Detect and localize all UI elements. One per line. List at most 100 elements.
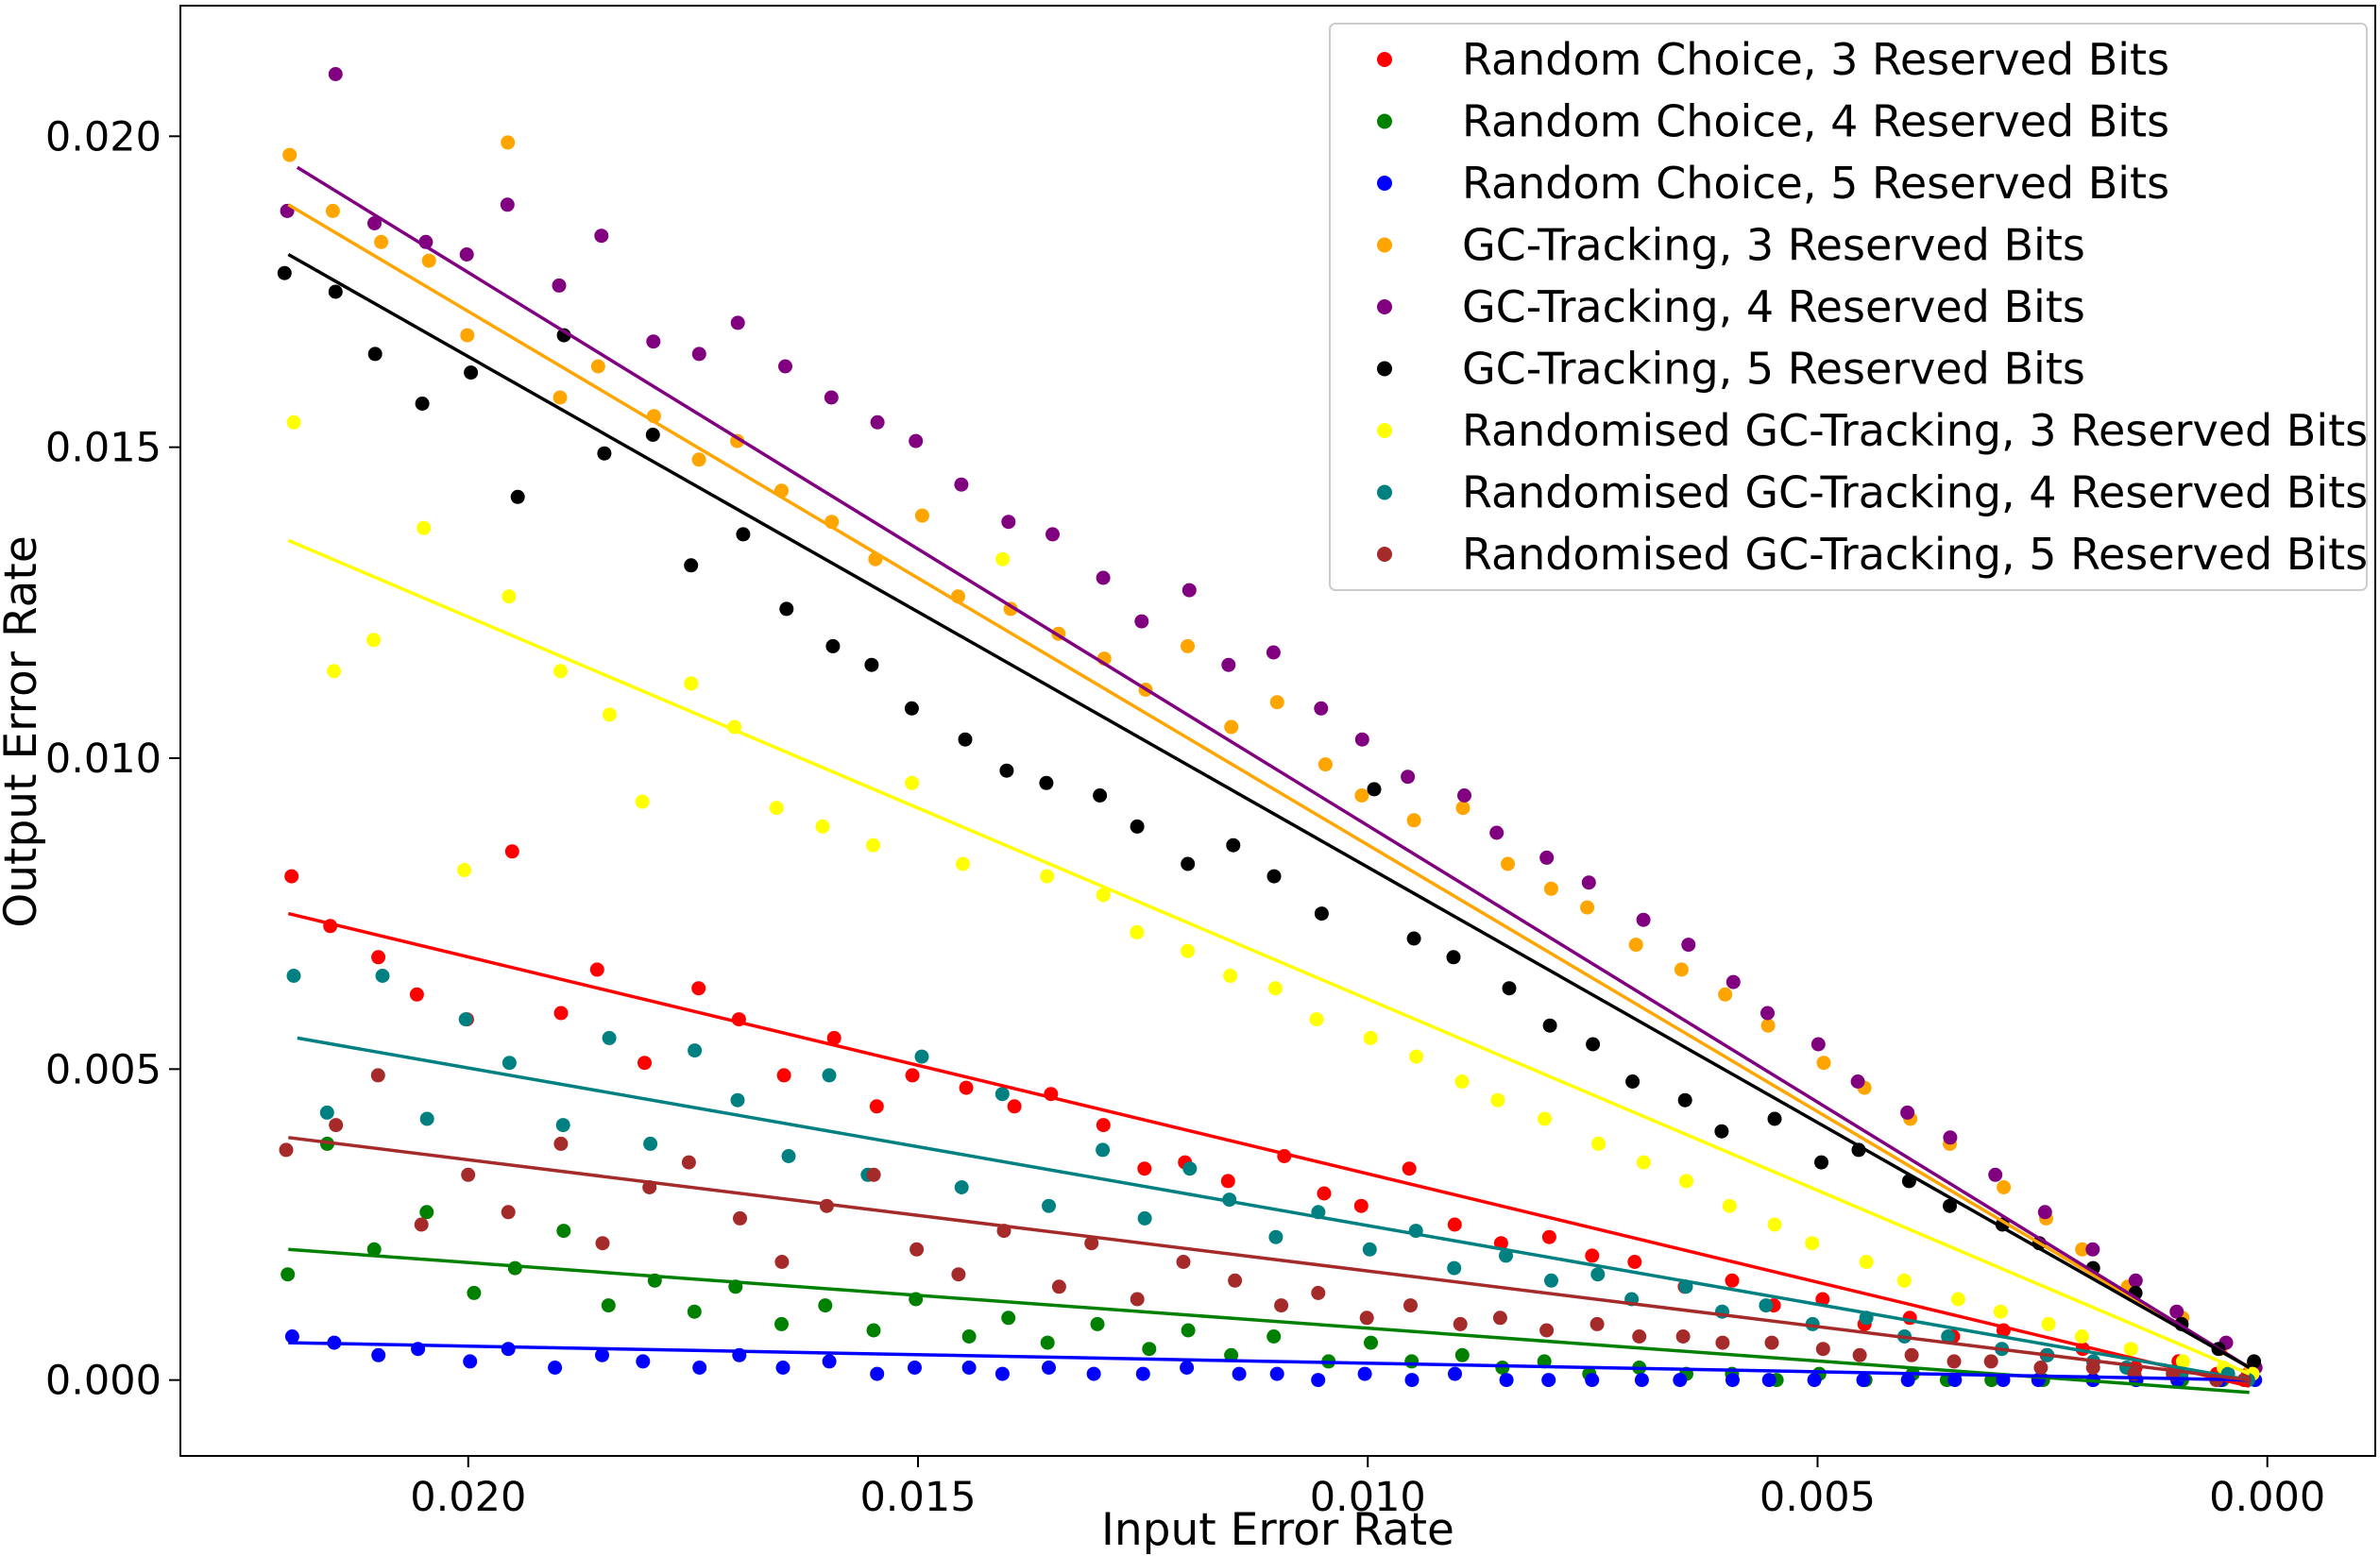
data-point [1627,1255,1642,1269]
data-point [1542,1018,1557,1033]
data-point [597,446,612,461]
data-point [866,837,880,853]
data-point [286,969,301,983]
data-point [1228,1273,1243,1288]
data-point [594,228,609,244]
data-point [869,1099,884,1114]
data-point [1591,1136,1606,1151]
data-point [909,433,924,448]
data-point [776,1068,791,1083]
data-point [1181,1323,1196,1338]
data-point [684,676,699,691]
trend-line-6 [287,252,2251,1370]
data-point [1318,757,1333,772]
data-point [692,1361,707,1375]
data-point [1363,1030,1378,1045]
trend-line-2 [288,1247,2250,1395]
data-point [1269,1366,1284,1381]
data-point [1501,856,1515,871]
data-point [864,657,879,672]
data-point [329,1118,344,1133]
data-point [415,397,430,411]
data-point [1900,1373,1915,1388]
data-point [548,1361,563,1375]
data-point [995,551,1011,567]
data-point [419,1111,434,1126]
data-point [956,856,970,871]
data-point [2128,1273,2143,1288]
data-point [1814,1155,1828,1170]
data-point [1274,1298,1289,1313]
data-point [414,1217,429,1232]
data-point [1543,881,1558,896]
data-point [419,1205,434,1220]
data-point [467,1285,482,1300]
data-point [779,601,794,617]
data-point [958,732,973,747]
data-point [375,969,390,983]
data-point [1181,856,1196,871]
data-point [1675,1329,1691,1344]
data-point [459,247,474,262]
data-point [1718,987,1733,1002]
series-9 [279,1068,2252,1388]
data-point [1130,924,1145,939]
x-tick-label: 0.005 [1760,1474,1876,1521]
data-point [818,1298,833,1313]
data-point [501,135,516,150]
data-point [1943,1130,1958,1145]
data-point [1090,1316,1105,1331]
data-point [1096,1118,1111,1133]
data-point [1673,1373,1688,1388]
data-point [367,347,382,362]
data-point [1760,1018,1776,1033]
data-point [1181,638,1195,653]
data-point [1221,657,1236,672]
data-point [1679,1174,1693,1189]
data-point [781,1149,796,1163]
data-point [1096,888,1111,903]
data-point [1266,869,1282,884]
legend: Random Choice, 3 Reserved Bits Random Cho… [1329,23,2368,591]
data-point [1590,1316,1605,1331]
x-axis-label: Input Error Rate [1101,1504,1454,1556]
data-point [458,1012,473,1027]
data-point [1447,1217,1462,1232]
data-point [1182,1161,1198,1176]
data-point [1580,900,1595,915]
data-point [502,1056,517,1071]
trend-line-7 [287,538,2251,1376]
data-point [769,801,784,816]
data-point [1268,1229,1284,1244]
data-point [691,981,706,996]
data-point [1714,1124,1729,1139]
data-point [1725,1273,1740,1288]
data-point [1354,732,1369,747]
data-point [1086,1366,1101,1381]
data-point [1585,1373,1600,1388]
data-point [1311,1373,1326,1388]
data-point [1852,1347,1867,1362]
legend-label: Random Choice, 5 Reserved Bits [1462,158,2169,209]
data-point [774,1316,789,1331]
data-point [959,1080,974,1095]
data-point [1317,1186,1332,1201]
data-point [1046,527,1060,542]
data-point [1761,1373,1776,1388]
data-point [1130,819,1145,834]
legend-marker [1377,547,1392,562]
data-point [1677,1092,1692,1108]
data-point [1674,962,1689,977]
data-point [645,428,660,442]
data-point [366,1242,382,1257]
data-point [552,390,568,405]
data-point [904,701,919,716]
y-axis: 0.000 0.005 0.010 0.015 0.020 [45,113,180,1405]
data-point [730,1092,745,1108]
data-point [1367,782,1382,797]
data-point [1946,1354,1962,1369]
data-point [961,1361,977,1375]
data-point [280,1267,296,1282]
data-point [501,1205,516,1220]
